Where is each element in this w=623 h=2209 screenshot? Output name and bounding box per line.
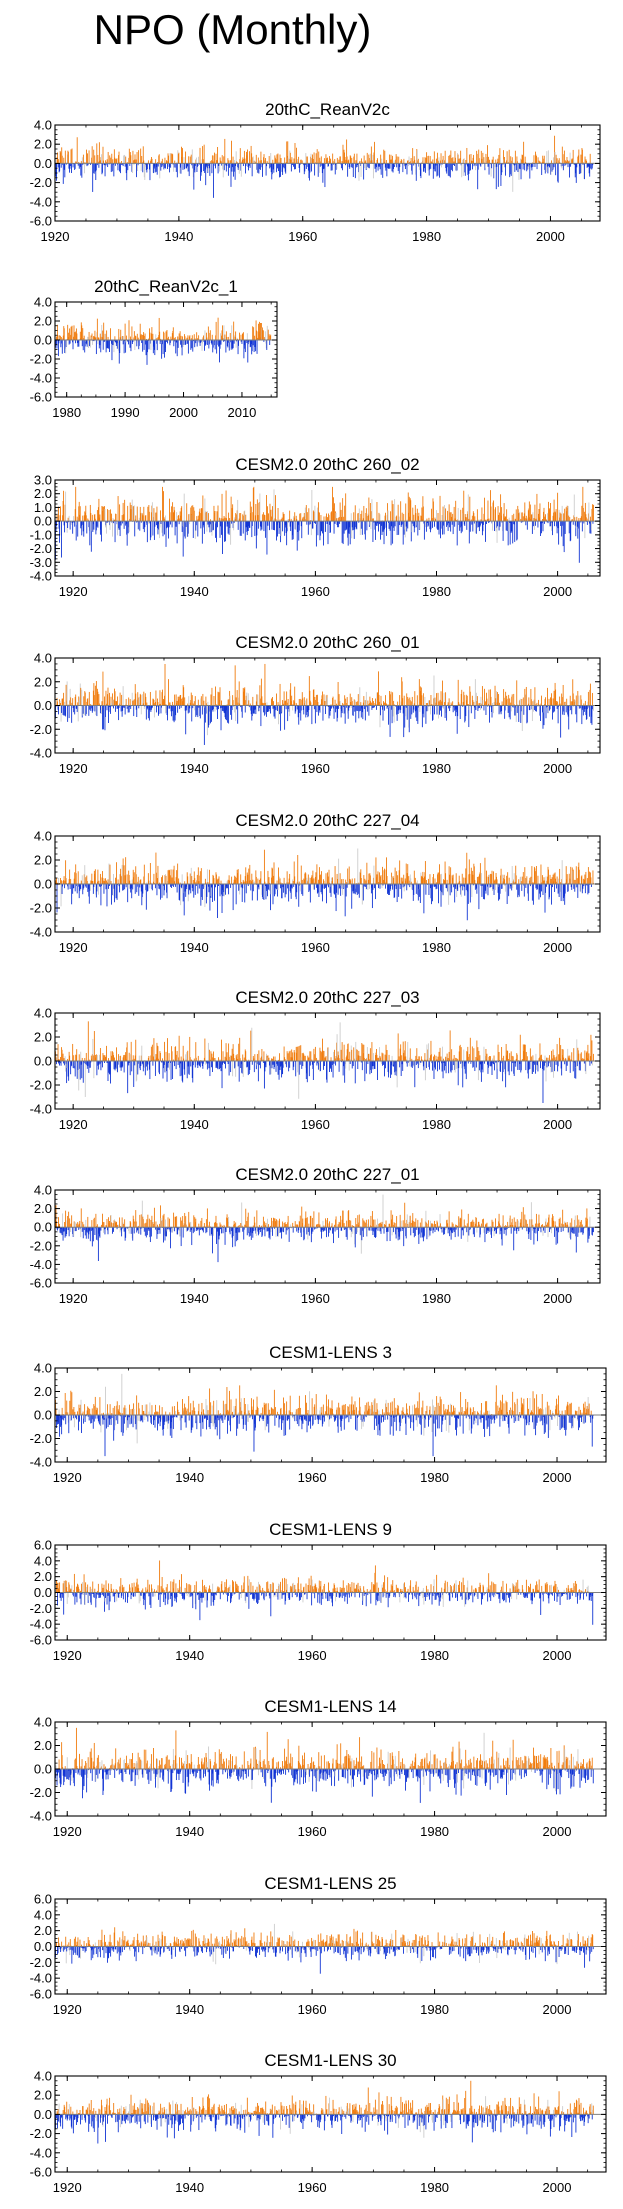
y-tick-label: -2.0 <box>30 175 52 190</box>
x-tick-label: 1920 <box>59 584 88 599</box>
chart-title: 20thC_ReanV2c_1 <box>94 277 238 296</box>
y-tick-label: 2.0 <box>34 314 52 329</box>
y-tick-label: 3.0 <box>34 473 52 488</box>
x-tick-label: 1980 <box>422 584 451 599</box>
chart-panel: 20thC_ReanV2c_1 4.0 2.0 0.0 -2.0 -4.0 -6.01980… <box>30 277 278 420</box>
x-tick-label: 2000 <box>536 229 565 244</box>
y-tick-label: 2.0 <box>34 486 52 501</box>
y-tick-label: -2.0 <box>30 722 52 737</box>
y-tick-label: 0.0 <box>34 333 52 348</box>
y-tick-label: -4.0 <box>30 569 52 584</box>
x-tick-label: 2000 <box>543 584 572 599</box>
y-tick-label: -1.0 <box>30 527 52 542</box>
y-tick-label: -4.0 <box>30 194 52 209</box>
x-tick-label: 1980 <box>422 761 451 776</box>
bar-series <box>54 486 594 563</box>
x-tick-label: 1960 <box>288 229 317 244</box>
x-tick-label: 1960 <box>301 584 330 599</box>
y-tick-label: 2.0 <box>34 674 52 689</box>
y-tick-label: 4.0 <box>34 651 52 666</box>
chart-title: CESM2.0 20thC 260_02 <box>235 455 419 474</box>
y-tick-label: -6.0 <box>30 390 52 405</box>
y-tick-label: -4.0 <box>30 746 52 761</box>
bar-series <box>54 135 594 198</box>
chart-panel: CESM2.0 20thC 260_01 4.0 2.0 0.0 -2.0 -4.0 192… <box>30 633 601 776</box>
x-tick-label: 1960 <box>301 761 330 776</box>
y-tick-label: 4.0 <box>34 118 52 133</box>
chart-panel: CESM2.0 20thC 227_044.02.00.0-2.0-4.0192… <box>30 811 601 955</box>
y-tick-label: -2.0 <box>30 352 52 367</box>
y-tick-label: -6.0 <box>30 214 52 229</box>
x-tick-label: 1920 <box>59 761 88 776</box>
y-tick-label: 0.0 <box>34 156 52 171</box>
chart-title: CESM2.0 20thC 227_04 <box>235 811 419 830</box>
y-tick-label: 0.0 <box>34 698 52 713</box>
x-tick-label: 1980 <box>52 405 81 420</box>
page-title: NPO (Monthly) <box>0 0 465 60</box>
x-tick-label: 1940 <box>180 584 209 599</box>
y-tick-label: -3.0 <box>30 555 52 570</box>
x-tick-label: 1920 <box>41 229 70 244</box>
x-tick-label: 1990 <box>111 405 140 420</box>
y-tick-label: -4.0 <box>30 371 52 386</box>
chart-title: 20thC_ReanV2c <box>265 100 390 119</box>
x-tick-label: 1940 <box>180 761 209 776</box>
y-tick-label: 0.0 <box>34 514 52 529</box>
bar-series <box>54 663 594 745</box>
x-tick-label: 1940 <box>164 229 193 244</box>
y-tick-label: -2.0 <box>30 541 52 556</box>
chart-panel: CESM2.0 20thC 260_02 3.02.01.00.0-1.0-2.0… <box>30 455 601 599</box>
x-tick-label: 2010 <box>227 405 256 420</box>
x-tick-label: 2000 <box>543 761 572 776</box>
x-tick-label: 1980 <box>412 229 441 244</box>
plot-frame <box>54 479 601 577</box>
bar-series <box>54 317 272 365</box>
y-tick-label: 2.0 <box>34 137 52 152</box>
x-tick-label: 2000 <box>169 405 198 420</box>
y-tick-label: 1.0 <box>34 500 52 515</box>
chart-title: CESM2.0 20thC 260_01 <box>235 633 419 652</box>
y-tick-label: 4.0 <box>34 295 52 310</box>
